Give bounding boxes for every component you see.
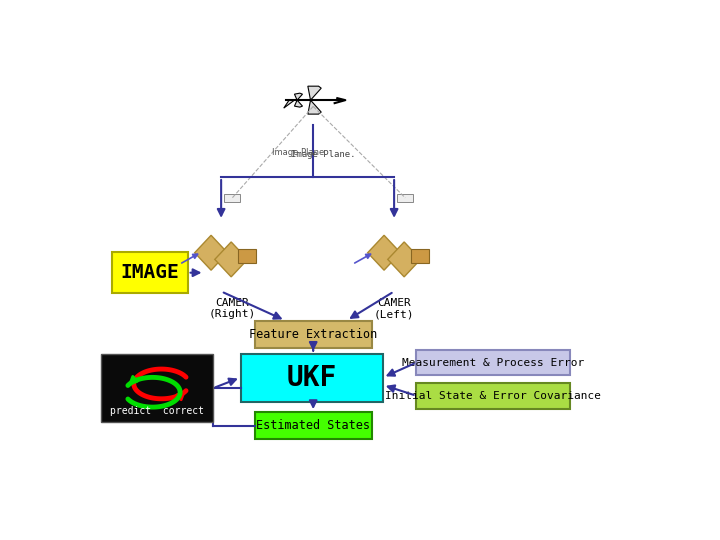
Text: Initial State & Error Covariance: Initial State & Error Covariance — [385, 391, 601, 401]
Polygon shape — [368, 235, 400, 270]
Polygon shape — [194, 235, 228, 270]
Text: UKF: UKF — [287, 363, 337, 392]
FancyBboxPatch shape — [255, 412, 372, 439]
Text: Measurement & Process Error: Measurement & Process Error — [402, 357, 585, 368]
Polygon shape — [294, 93, 302, 100]
FancyBboxPatch shape — [225, 194, 240, 201]
Text: Feature Extraction: Feature Extraction — [249, 328, 377, 341]
Text: CAMER
(Left): CAMER (Left) — [374, 298, 415, 319]
Polygon shape — [294, 100, 302, 107]
FancyBboxPatch shape — [416, 383, 570, 409]
Polygon shape — [308, 100, 321, 114]
FancyBboxPatch shape — [416, 349, 570, 375]
FancyBboxPatch shape — [411, 249, 428, 263]
Text: IMAGE: IMAGE — [121, 263, 179, 282]
Text: Estimated States: Estimated States — [256, 419, 370, 432]
Text: predict  correct: predict correct — [110, 406, 204, 416]
Text: Image Plane.: Image Plane. — [272, 147, 327, 157]
FancyBboxPatch shape — [397, 194, 413, 201]
Polygon shape — [284, 100, 294, 108]
FancyBboxPatch shape — [112, 252, 188, 294]
FancyBboxPatch shape — [240, 354, 383, 402]
Polygon shape — [215, 242, 248, 277]
FancyBboxPatch shape — [255, 321, 372, 348]
FancyBboxPatch shape — [101, 354, 213, 422]
Text: Image Plane.: Image Plane. — [291, 150, 356, 159]
Text: CAMER
(Right): CAMER (Right) — [209, 298, 256, 319]
Polygon shape — [388, 242, 420, 277]
Polygon shape — [308, 86, 321, 100]
FancyBboxPatch shape — [238, 249, 256, 263]
